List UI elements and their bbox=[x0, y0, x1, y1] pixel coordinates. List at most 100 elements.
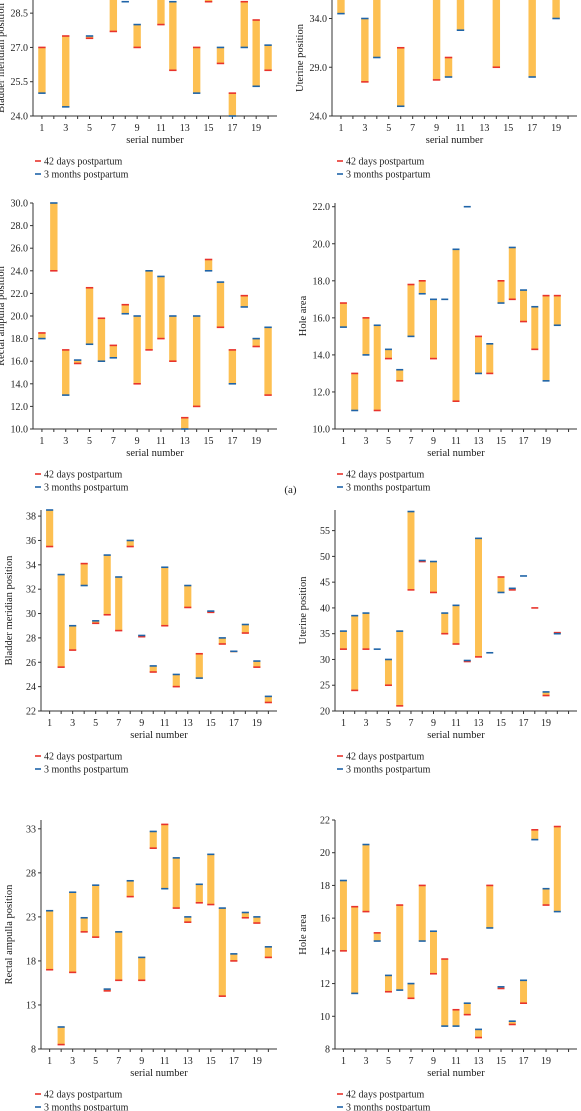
legend-red-label: 42 days postpartum bbox=[44, 752, 123, 763]
data-bar bbox=[396, 905, 404, 991]
data-bar bbox=[240, 1, 248, 48]
x-axis-title: serial number bbox=[427, 1068, 485, 1079]
data-bar bbox=[418, 885, 426, 942]
data-bar bbox=[497, 986, 505, 989]
data-bar bbox=[339, 303, 347, 328]
x-tick-label: 11 bbox=[156, 436, 166, 447]
y-tick-label: 22.0 bbox=[313, 202, 331, 213]
x-tick-label: 11 bbox=[451, 1056, 461, 1067]
x-tick-label: 5 bbox=[386, 1056, 391, 1067]
y-tick-label: 26 bbox=[26, 658, 36, 669]
x-axis-title: serial number bbox=[427, 730, 485, 741]
x-tick-label: 11 bbox=[160, 1056, 170, 1067]
legend-red-label: 42 days postpartum bbox=[44, 157, 123, 168]
legend-blue-label: 3 months postpartum bbox=[346, 483, 431, 494]
data-bar bbox=[80, 563, 88, 586]
data-bar bbox=[396, 369, 404, 381]
x-tick-label: 17 bbox=[527, 123, 537, 134]
y-tick-label: 24.0 bbox=[11, 112, 29, 123]
x-tick-label: 15 bbox=[503, 123, 513, 134]
data-bar bbox=[418, 280, 426, 294]
x-axis-title: serial number bbox=[427, 448, 485, 459]
x-axis-title: serial number bbox=[426, 135, 484, 146]
x-tick-label: 17 bbox=[229, 1056, 239, 1067]
y-axis-title: Bladder meridian position bbox=[0, 2, 7, 112]
data-bar bbox=[373, 932, 381, 942]
data-bar bbox=[109, 0, 118, 32]
data-bar bbox=[486, 885, 494, 928]
x-tick-label: 19 bbox=[252, 1056, 262, 1067]
data-bar bbox=[57, 574, 65, 668]
data-bar bbox=[161, 824, 169, 889]
y-tick-label: 16.0 bbox=[11, 357, 29, 368]
data-bar bbox=[46, 910, 54, 970]
data-bar bbox=[351, 615, 359, 691]
x-tick-label: 5 bbox=[93, 718, 98, 729]
data-bar bbox=[38, 47, 46, 94]
y-tick-label: 12.0 bbox=[313, 387, 331, 398]
x-tick-label: 1 bbox=[341, 436, 346, 447]
data-bar bbox=[57, 1026, 65, 1045]
y-tick-label: 22.0 bbox=[11, 289, 29, 300]
data-bar bbox=[149, 665, 157, 673]
data-bar bbox=[531, 306, 539, 350]
legend-red-label: 42 days postpartum bbox=[346, 470, 425, 481]
data-bar bbox=[69, 625, 77, 651]
data-bar bbox=[373, 325, 381, 411]
legend-red-label: 42 days postpartum bbox=[44, 1090, 123, 1101]
data-bar bbox=[497, 280, 505, 304]
data-bar bbox=[531, 829, 539, 840]
x-tick-label: 15 bbox=[496, 1056, 506, 1067]
x-tick-label: 13 bbox=[479, 123, 489, 134]
data-bar bbox=[337, 0, 345, 14]
x-tick-label: 9 bbox=[135, 436, 140, 447]
x-axis-title: serial number bbox=[126, 135, 184, 146]
data-bar bbox=[362, 317, 370, 355]
x-tick-label: 9 bbox=[434, 123, 439, 134]
data-bar bbox=[441, 613, 449, 634]
y-tick-label: 18 bbox=[320, 881, 330, 892]
x-tick-label: 1 bbox=[39, 123, 44, 134]
data-bar bbox=[508, 247, 516, 300]
y-tick-label: 18.0 bbox=[11, 334, 29, 345]
x-tick-label: 7 bbox=[111, 123, 116, 134]
y-tick-label: 14.0 bbox=[313, 350, 331, 361]
data-bar bbox=[92, 885, 100, 938]
x-tick-label: 5 bbox=[87, 123, 92, 134]
data-bar bbox=[38, 332, 46, 339]
data-bar bbox=[73, 360, 82, 364]
x-tick-label: 9 bbox=[431, 436, 436, 447]
x-tick-label: 13 bbox=[180, 436, 190, 447]
y-tick-label: 50 bbox=[320, 552, 330, 563]
legend-blue-label: 3 months postpartum bbox=[44, 483, 129, 494]
data-bar bbox=[252, 338, 260, 347]
data-bar bbox=[157, 0, 165, 25]
data-bar bbox=[181, 417, 189, 429]
data-bar bbox=[216, 282, 225, 328]
x-tick-label: 5 bbox=[93, 1056, 98, 1067]
y-tick-label: 34.0 bbox=[310, 14, 328, 25]
y-tick-label: 18 bbox=[26, 956, 36, 967]
chart-panel-3: 10.0 12.0 14.0 16.0 18.0 20.0 22.0 24.0 26.0 28.0… bbox=[0, 199, 277, 494]
y-axis-title: Rectal ampulla position bbox=[0, 265, 7, 365]
y-tick-label: 20 bbox=[320, 848, 330, 859]
data-bar bbox=[184, 916, 192, 923]
legend-blue-label: 3 months postpartum bbox=[44, 170, 129, 181]
data-bar bbox=[172, 857, 180, 909]
data-bar bbox=[432, 0, 441, 80]
data-bar bbox=[85, 36, 94, 39]
data-bar bbox=[361, 18, 369, 82]
x-tick-label: 19 bbox=[251, 436, 261, 447]
data-bar bbox=[97, 318, 106, 362]
x-tick-label: 17 bbox=[519, 718, 529, 729]
x-tick-label: 15 bbox=[496, 718, 506, 729]
y-tick-label: 16 bbox=[320, 914, 330, 925]
y-tick-label: 16.0 bbox=[313, 313, 331, 324]
data-bar bbox=[475, 538, 483, 657]
x-axis-title: serial number bbox=[130, 1068, 188, 1079]
data-bar bbox=[62, 349, 70, 396]
x-tick-label: 9 bbox=[431, 718, 436, 729]
legend-blue-label: 3 months postpartum bbox=[44, 765, 129, 776]
